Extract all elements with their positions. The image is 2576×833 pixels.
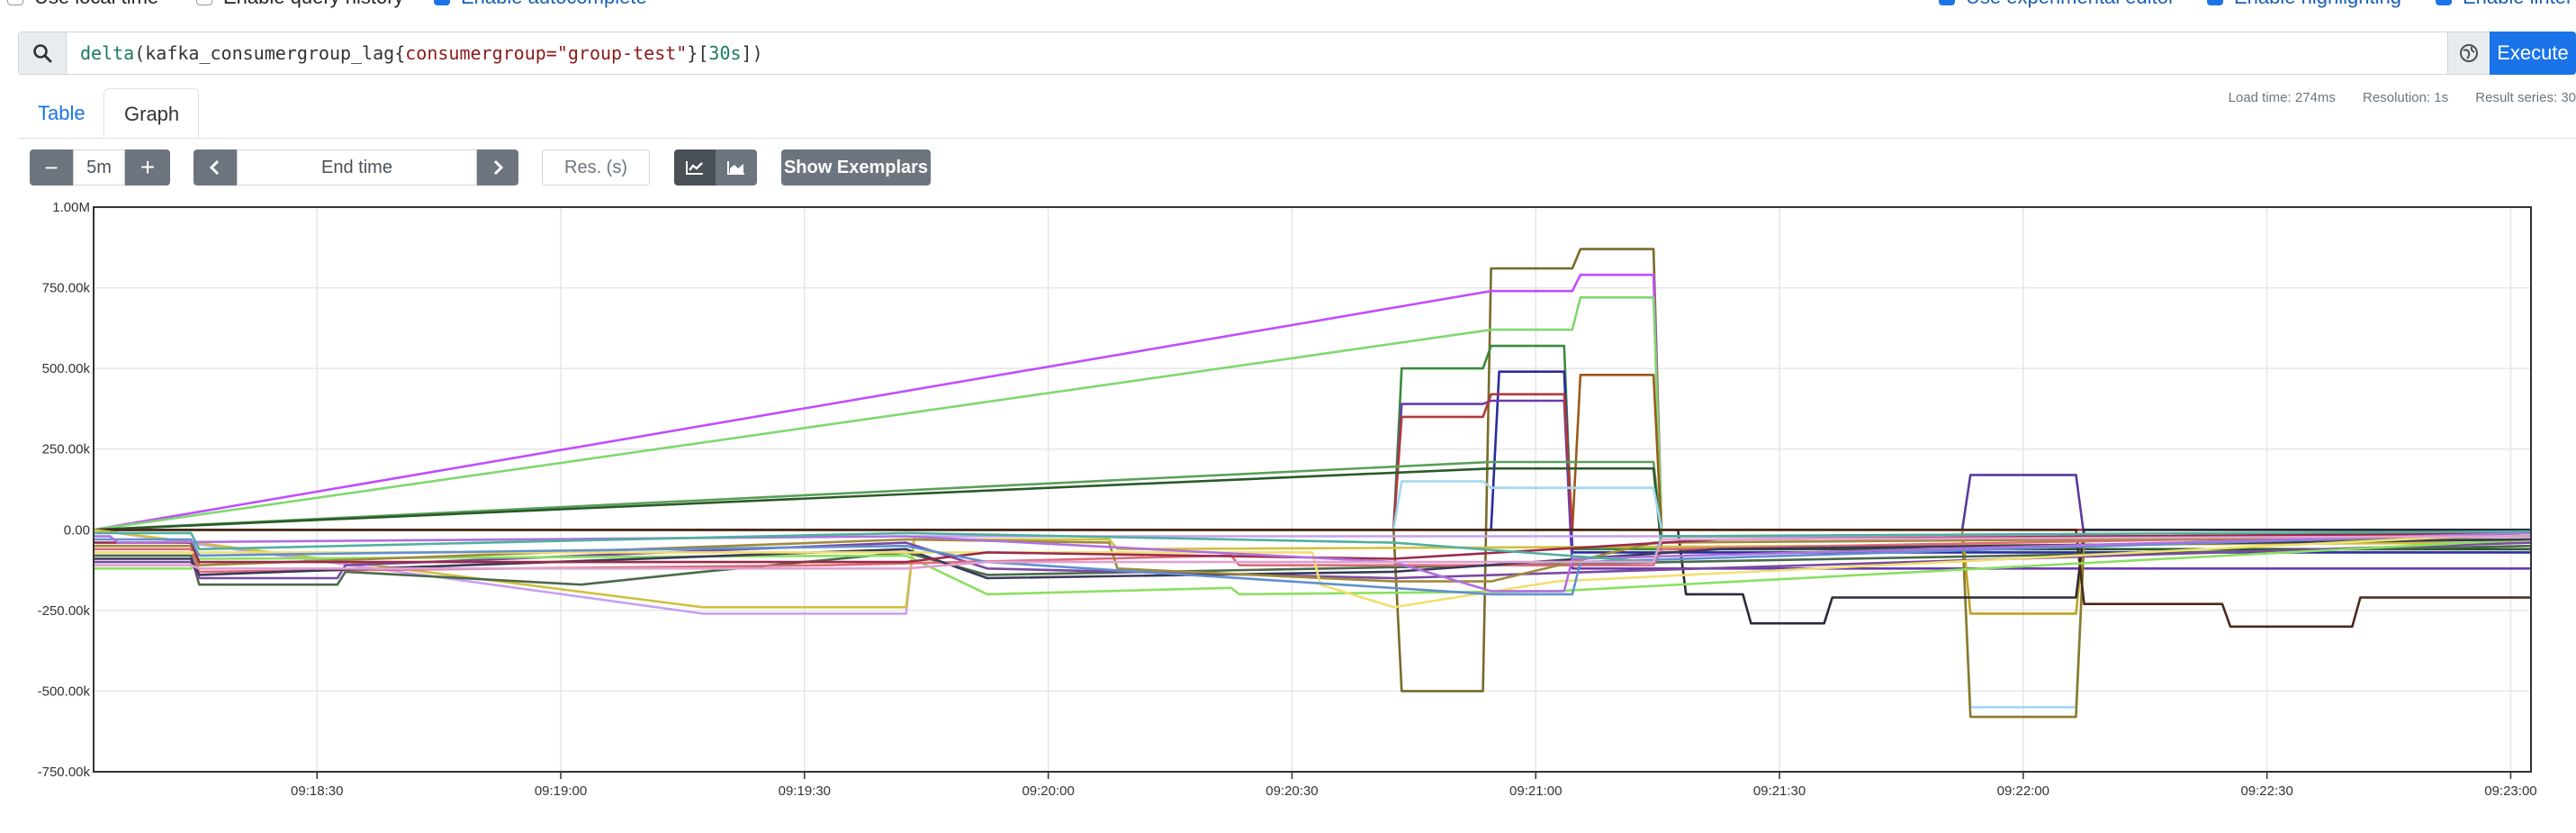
tab-graph[interactable]: Graph bbox=[104, 88, 199, 139]
query-label-value: "group-test" bbox=[556, 42, 688, 64]
next-time-button[interactable] bbox=[477, 149, 518, 186]
query-history-label: Enable query history bbox=[223, 0, 404, 9]
resolution-input[interactable]: Res. (s) bbox=[542, 149, 650, 186]
chevron-left-icon bbox=[209, 159, 220, 176]
y-tick-label: -250.00k bbox=[38, 603, 91, 619]
y-tick-label: 250.00k bbox=[42, 442, 91, 457]
range-input[interactable]: 5m bbox=[73, 149, 125, 186]
linter-checkbox[interactable] bbox=[2436, 0, 2452, 5]
use-local-time-checkbox[interactable] bbox=[7, 0, 23, 5]
x-tick-label: 09:21:30 bbox=[1753, 783, 1806, 799]
execute-button[interactable]: Execute bbox=[2490, 32, 2576, 75]
chart-grid bbox=[94, 206, 2531, 779]
y-tick-label: 1.00M bbox=[52, 203, 90, 215]
line-chart-icon bbox=[686, 161, 703, 175]
y-axis-labels: 1.00M 750.00k 500.00k 250.00k 0.00 -250.00k -5… bbox=[38, 200, 91, 780]
series-line-3[interactable] bbox=[93, 296, 2531, 531]
decrease-range-button[interactable]: − bbox=[30, 149, 73, 186]
experimental-editor-option[interactable]: Use experimental editor bbox=[1939, 0, 2175, 9]
y-tick-label: -500.00k bbox=[38, 684, 91, 699]
query-function: delta bbox=[80, 42, 135, 64]
globe-icon bbox=[2460, 44, 2478, 62]
previous-time-button[interactable] bbox=[194, 149, 237, 186]
x-tick-label: 09:22:00 bbox=[1997, 783, 2049, 799]
highlighting-checkbox[interactable] bbox=[2207, 0, 2223, 5]
resolution: Resolution: 1s bbox=[2363, 90, 2449, 105]
result-series: Result series: 30 bbox=[2475, 90, 2576, 105]
query-history-option[interactable]: Enable query history bbox=[196, 0, 404, 9]
query-bar: delta(kafka_consumergroup_lag{consumergr… bbox=[18, 32, 2576, 75]
x-axis-labels: 09:18:30 09:19:00 09:19:30 09:20:00 09:20:30… bbox=[291, 783, 2537, 799]
options-row: Use local time Enable query history Enab… bbox=[0, 0, 2576, 9]
graph-panel: 1.00M 750.00k 500.00k 250.00k 0.00 -250.00k -5… bbox=[20, 200, 2556, 828]
autocomplete-label: Enable autocomplete bbox=[461, 0, 647, 9]
linter-label: Enable linter bbox=[2463, 0, 2572, 9]
query-range-open: }[ bbox=[687, 42, 709, 64]
load-time: Load time: 274ms bbox=[2228, 90, 2336, 105]
x-tick-label: 09:20:00 bbox=[1022, 783, 1074, 799]
query-range-close: ]) bbox=[741, 42, 763, 64]
y-tick-label: 500.00k bbox=[42, 361, 91, 376]
series-line-23[interactable] bbox=[94, 538, 2532, 580]
query-metric: (kafka_consumergroup_lag{ bbox=[134, 42, 406, 64]
lag-chart[interactable]: 1.00M 750.00k 500.00k 250.00k 0.00 -250.00k -5… bbox=[20, 200, 2556, 828]
chevron-right-icon bbox=[493, 159, 504, 176]
x-tick-label: 09:18:30 bbox=[291, 783, 343, 799]
series-line-30[interactable] bbox=[94, 535, 2532, 570]
query-history-checkbox[interactable] bbox=[196, 0, 212, 5]
use-local-time-label: Use local time bbox=[34, 0, 158, 9]
experimental-editor-checkbox[interactable] bbox=[1939, 0, 1955, 5]
y-tick-label: -750.00k bbox=[38, 765, 91, 780]
query-input[interactable]: delta(kafka_consumergroup_lag{consumergr… bbox=[80, 32, 763, 74]
highlighting-option[interactable]: Enable highlighting bbox=[2207, 0, 2401, 9]
tab-divider bbox=[18, 138, 2576, 139]
autocomplete-checkbox[interactable] bbox=[434, 0, 450, 5]
series-lines bbox=[93, 248, 2532, 719]
series-line-5[interactable] bbox=[94, 370, 2531, 554]
y-tick-label: 0.00 bbox=[64, 522, 90, 538]
x-tick-label: 09:23:00 bbox=[2484, 783, 2536, 799]
series-line-9[interactable] bbox=[93, 460, 2531, 538]
query-stats: Load time: 274ms Resolution: 1s Result s… bbox=[2205, 90, 2576, 105]
x-tick-label: 09:19:00 bbox=[535, 783, 587, 799]
series-line-4[interactable] bbox=[94, 344, 2531, 551]
x-tick-label: 09:21:00 bbox=[1509, 783, 1562, 799]
series-line-11[interactable] bbox=[94, 474, 2531, 538]
show-exemplars-button[interactable]: Show Exemplars bbox=[781, 149, 931, 186]
use-local-time-option[interactable]: Use local time bbox=[7, 0, 158, 9]
experimental-editor-label: Use experimental editor bbox=[1966, 0, 2175, 9]
series-line-25[interactable] bbox=[94, 531, 2532, 609]
autocomplete-option[interactable]: Enable autocomplete bbox=[434, 0, 647, 9]
x-tick-label: 09:19:30 bbox=[779, 783, 831, 799]
x-tick-label: 09:22:30 bbox=[2240, 783, 2292, 799]
query-label-name: consumergroup= bbox=[405, 42, 557, 64]
stacked-chart-button[interactable] bbox=[716, 149, 757, 186]
query-range: 30s bbox=[708, 42, 742, 64]
search-icon bbox=[19, 32, 67, 74]
linter-option[interactable]: Enable linter bbox=[2436, 0, 2572, 9]
metrics-explorer-button[interactable] bbox=[2447, 32, 2490, 74]
plot-frame bbox=[93, 206, 2532, 773]
tab-table[interactable]: Table bbox=[38, 102, 86, 124]
end-time-input[interactable]: End time bbox=[237, 149, 477, 186]
series-line-2[interactable] bbox=[93, 273, 2531, 538]
series-line-8[interactable] bbox=[94, 393, 2531, 531]
x-tick-label: 09:20:30 bbox=[1265, 783, 1318, 799]
line-chart-button[interactable] bbox=[674, 149, 716, 186]
increase-range-button[interactable]: + bbox=[125, 149, 170, 186]
highlighting-label: Enable highlighting bbox=[2234, 0, 2401, 9]
area-chart-icon bbox=[727, 161, 744, 175]
y-tick-label: 750.00k bbox=[42, 281, 91, 296]
series-line-26[interactable] bbox=[94, 531, 2532, 564]
series-line-17[interactable] bbox=[93, 529, 2531, 615]
